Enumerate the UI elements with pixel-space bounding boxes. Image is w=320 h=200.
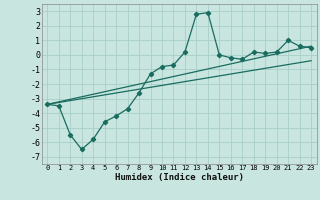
X-axis label: Humidex (Indice chaleur): Humidex (Indice chaleur)	[115, 173, 244, 182]
